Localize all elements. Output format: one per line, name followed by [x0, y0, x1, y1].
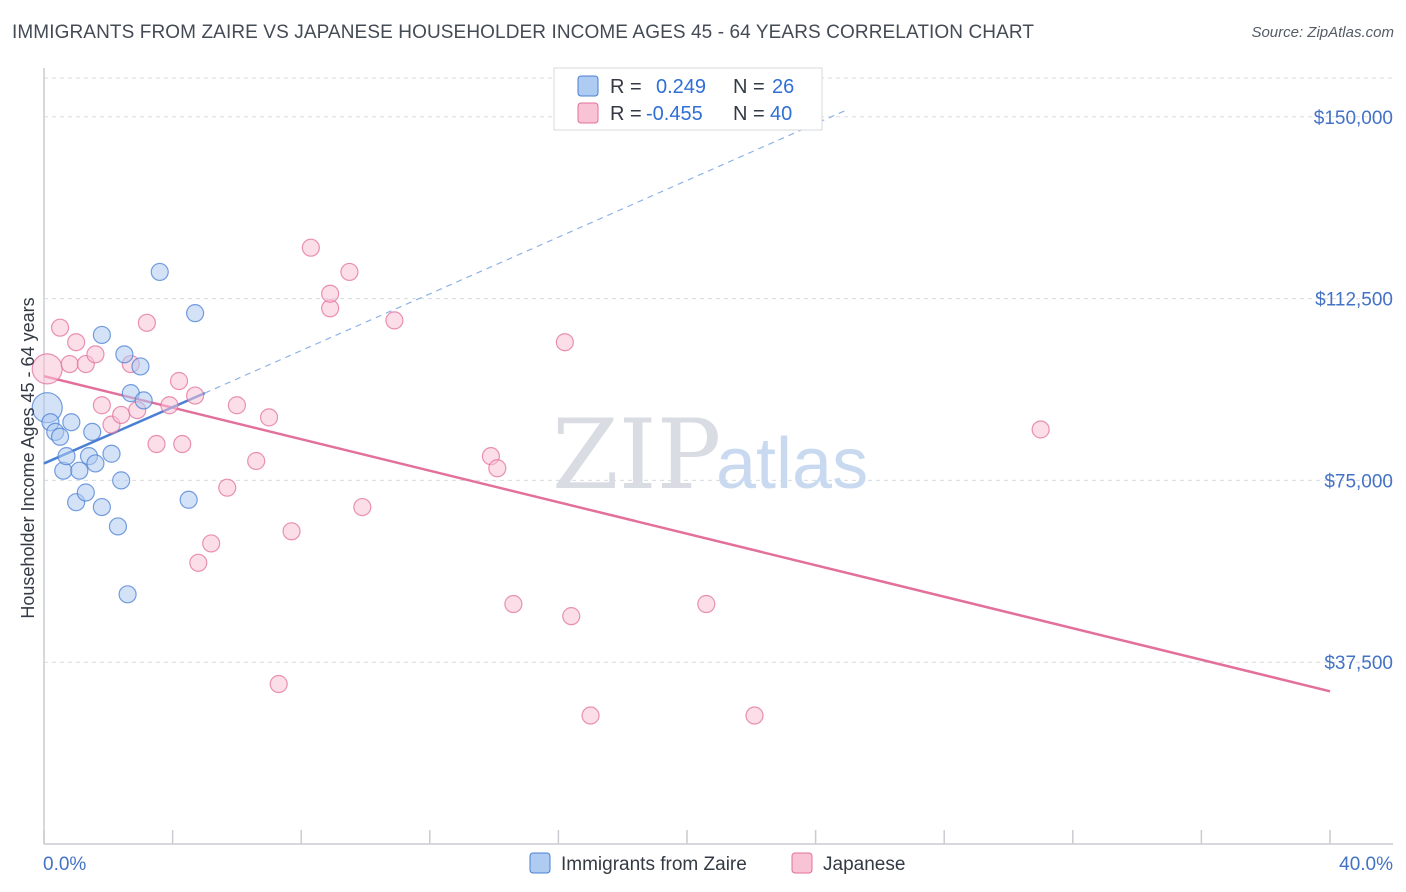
data-point-zaire — [62, 413, 81, 432]
data-point-japanese — [697, 594, 716, 614]
legend-r-label-japanese: R = — [610, 103, 642, 125]
data-point-japanese — [160, 396, 179, 415]
data-point-japanese — [147, 434, 166, 454]
data-point-zaire — [50, 427, 70, 446]
data-point-japanese — [227, 396, 246, 415]
trendline-japanese — [43, 374, 1331, 693]
watermark: ZIP atlas — [552, 399, 868, 511]
data-point-japanese — [340, 262, 359, 282]
data-point-japanese — [202, 534, 221, 553]
data-point-japanese — [112, 405, 131, 425]
gridlines — [44, 77, 1393, 663]
legend-r-value-zaire: 0.249 — [656, 76, 706, 98]
x-tick-label-min: 0.0% — [43, 854, 86, 875]
data-point-japanese — [259, 408, 279, 427]
y-tick-label: $112,500 — [1315, 290, 1393, 311]
data-point-japanese — [137, 313, 156, 332]
data-point-japanese — [562, 607, 581, 626]
data-point-japanese — [301, 238, 320, 257]
data-point-japanese — [321, 284, 340, 303]
stats-legend: R = 0.249 N = 26 R = -0.455 N = 40 — [553, 67, 823, 131]
legend-n-value-japanese: 40 — [770, 103, 792, 125]
legend-r-label-zaire: R = — [610, 76, 642, 98]
data-point-zaire — [86, 454, 105, 473]
data-point-zaire — [83, 422, 102, 442]
data-point-japanese — [555, 333, 574, 352]
data-point-japanese — [282, 522, 301, 541]
data-point-japanese — [745, 706, 764, 725]
series-legend: Immigrants from Zaire Japanese — [529, 852, 905, 875]
data-point-japanese — [92, 396, 111, 415]
watermark-atlas: atlas — [716, 424, 868, 504]
data-point-japanese — [50, 318, 70, 337]
legend-swatch-japanese — [577, 102, 599, 124]
data-point-japanese — [353, 497, 372, 517]
data-point-japanese — [504, 594, 523, 614]
y-tick-label: $75,000 — [1324, 471, 1393, 492]
legend-r-value-japanese: -0.455 — [646, 103, 703, 125]
data-point-zaire — [179, 490, 198, 509]
data-point-japanese — [169, 371, 189, 391]
data-point-zaire — [102, 444, 121, 463]
data-point-japanese — [186, 386, 205, 405]
data-point-japanese — [581, 706, 600, 725]
data-point-zaire — [57, 447, 76, 466]
stats-legend-box — [553, 67, 823, 131]
y-tick-label: $150,000 — [1314, 108, 1393, 129]
data-point-zaire — [92, 325, 111, 345]
y-axis-label: Householder Income Ages 45 - 64 years — [18, 297, 38, 618]
data-point-japanese — [173, 434, 192, 454]
data-point-zaire — [92, 497, 111, 517]
series-swatch-zaire — [529, 852, 551, 874]
data-point-zaire — [115, 345, 134, 364]
data-point-zaire — [112, 471, 131, 490]
axes — [43, 68, 1393, 845]
data-point-japanese — [60, 354, 79, 374]
data-point-japanese — [189, 553, 208, 572]
data-point-zaire — [118, 585, 137, 604]
data-point-japanese — [385, 311, 404, 330]
y-tick-label: $37,500 — [1324, 653, 1393, 674]
legend-n-label-japanese: N = — [733, 103, 765, 125]
x-tick-label-max: 40.0% — [1339, 854, 1393, 875]
data-point-zaire — [131, 357, 150, 376]
data-point-japanese — [218, 478, 237, 497]
series-label-zaire: Immigrants from Zaire — [561, 854, 747, 875]
series-label-japanese: Japanese — [823, 854, 905, 875]
chart-source: Source: ZipAtlas.com — [1251, 24, 1394, 41]
legend-swatch-zaire — [577, 75, 599, 97]
data-point-zaire — [186, 304, 205, 323]
data-point-zaire — [134, 391, 153, 410]
series-swatch-japanese — [791, 852, 813, 874]
y-tick-labels: $37,500 $75,000 $112,500 $150,000 — [1314, 108, 1393, 674]
watermark-zip: ZIP — [552, 399, 721, 511]
data-point-japanese — [86, 345, 105, 364]
data-points — [31, 238, 1050, 725]
data-point-japanese — [67, 333, 86, 352]
data-point-japanese — [1031, 420, 1050, 439]
data-point-japanese — [488, 459, 507, 478]
data-point-zaire — [70, 461, 89, 480]
data-point-zaire — [150, 262, 169, 282]
data-point-zaire — [76, 483, 95, 502]
chart-title: IMMIGRANTS FROM ZAIRE VS JAPANESE HOUSEH… — [12, 22, 1035, 43]
trendline-zaire-extension — [204, 108, 848, 394]
data-point-zaire — [108, 517, 128, 536]
data-point-japanese — [269, 674, 288, 694]
legend-n-value-zaire: 26 — [772, 76, 794, 98]
data-point-japanese — [247, 451, 266, 471]
legend-n-label-zaire: N = — [733, 76, 765, 98]
